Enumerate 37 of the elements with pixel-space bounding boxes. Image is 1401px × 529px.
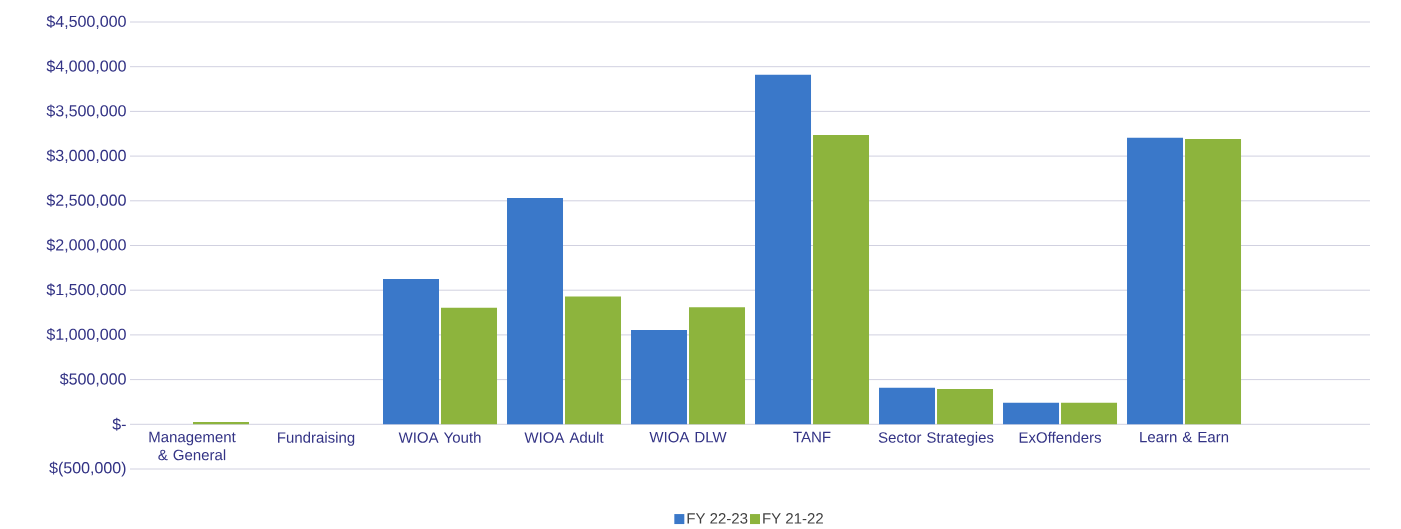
bar [1003,402,1060,425]
bar [441,307,498,425]
x-tick-label: WIOA Youth [398,431,481,443]
bar [813,135,870,425]
bar [1127,137,1184,425]
bar [507,198,564,425]
y-tick-label: $- [112,417,126,431]
y-tick-label: $4,000,000 [46,59,126,74]
y-tick-label: $3,500,000 [46,104,126,119]
y-tick-label: $(500,000) [49,461,126,477]
bar [631,329,688,425]
x-tick-label: Learn & Earn [1140,431,1229,443]
bar [755,74,812,425]
y-tick-label: $3,000,000 [46,149,126,164]
y-tick-label: $1,000,000 [46,327,126,342]
x-tick-label: Sector Strategies [878,431,994,446]
y-tick-label: $1,500,000 [46,283,126,298]
x-tick-label: Management & General [149,431,236,461]
y-tick-label: $2,000,000 [46,238,126,253]
x-tick-label: Fundraising [278,431,355,446]
x-tick-label: TANF [793,431,831,443]
bar [193,422,249,425]
x-tick-label: WIOA Adult [524,431,604,443]
x-tick-label: WIOA DLW [649,431,727,443]
legend-label: FY 22-23 [687,513,748,524]
legend-label: FY 21-22 [763,513,823,524]
bar [879,387,936,425]
y-tick-label: $2,500,000 [46,193,126,208]
bar [937,388,994,425]
bar [1061,402,1118,425]
bar [383,279,440,425]
bar [689,307,746,425]
bar [1185,139,1242,425]
bar [565,296,622,425]
y-tick-label: $4,500,000 [46,15,126,29]
y-tick-label: $500,000 [59,372,126,387]
x-tick-label: ExOffenders [1019,431,1102,443]
